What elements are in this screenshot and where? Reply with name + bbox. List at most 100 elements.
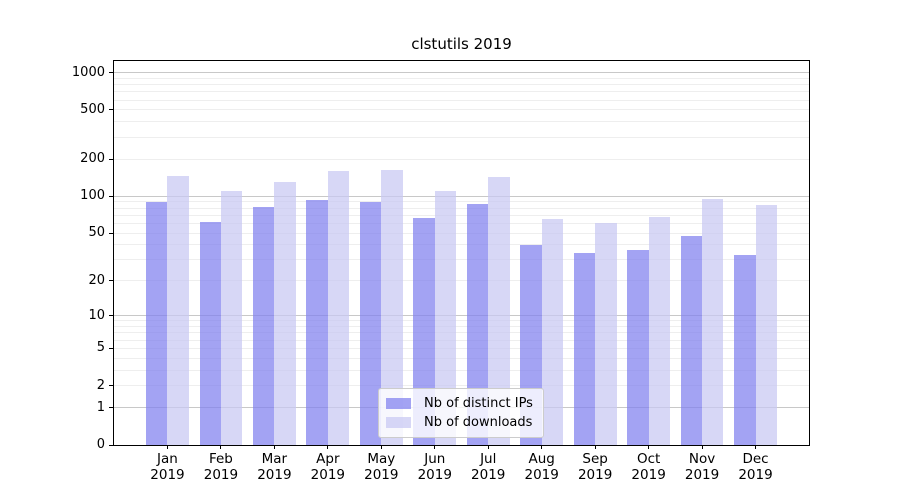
x-tick-label: Jan 2019	[137, 451, 197, 483]
y-tick-label: 1000	[71, 64, 105, 80]
x-tick-mark	[487, 445, 489, 449]
y-tick-mark	[109, 385, 113, 387]
minor-gridline	[114, 136, 809, 138]
x-tick-mark	[327, 445, 329, 449]
x-tick-year: 2019	[684, 467, 720, 483]
x-tick-mark	[648, 445, 650, 449]
minor-gridline	[114, 232, 809, 234]
minor-gridline	[114, 201, 809, 203]
y-tick-mark	[109, 444, 113, 446]
y-tick-mark	[109, 232, 113, 234]
minor-gridline	[114, 339, 809, 341]
bar-downloads-jul	[488, 177, 510, 445]
x-tick-label: Nov 2019	[672, 451, 732, 483]
bar-downloads-may	[381, 170, 403, 445]
minor-gridline	[114, 320, 809, 322]
bar-distinct-ips-sep	[573, 253, 596, 445]
x-tick-mark	[755, 445, 757, 449]
bar-distinct-ips-mar	[253, 206, 275, 445]
minor-gridline	[114, 385, 809, 387]
y-tick-mark	[109, 195, 113, 197]
y-tick-label: 100	[80, 188, 105, 204]
x-tick-label: Dec 2019	[726, 451, 786, 483]
x-tick-mark	[541, 445, 543, 449]
y-tick-label: 0	[96, 437, 105, 452]
legend-label-downloads: Nb of downloads	[424, 415, 533, 430]
bar-distinct-ips-apr	[306, 199, 328, 445]
minor-gridline	[114, 84, 809, 86]
bar-distinct-ips-oct	[627, 250, 649, 445]
y-tick-mark	[109, 315, 113, 317]
legend-swatch-distinct-ips	[386, 398, 411, 409]
x-tick-year: 2019	[417, 467, 452, 483]
y-tick-label: 2	[96, 377, 105, 393]
y-tick-mark	[109, 109, 113, 111]
minor-gridline	[114, 207, 809, 209]
minor-gridline	[114, 158, 809, 160]
legend-entry-downloads: Nb of downloads	[386, 413, 535, 432]
x-tick-year: 2019	[631, 467, 666, 483]
bar-downloads-aug	[541, 219, 564, 445]
y-tick-label: 200	[80, 151, 105, 167]
x-tick-label: Mar 2019	[244, 451, 304, 483]
x-tick-label: Feb 2019	[191, 451, 251, 483]
bar-downloads-dec	[755, 204, 777, 445]
minor-gridline	[114, 326, 809, 328]
bar-downloads-feb	[220, 190, 243, 445]
x-tick-mark	[273, 445, 275, 449]
bar-downloads-apr	[327, 171, 350, 445]
minor-gridline	[114, 357, 809, 359]
y-tick-mark	[109, 280, 113, 282]
major-gridline	[114, 72, 809, 74]
x-tick-year: 2019	[310, 467, 346, 483]
x-tick-year: 2019	[524, 467, 559, 483]
x-tick-mark	[594, 445, 596, 449]
y-tick-label: 50	[88, 225, 105, 241]
bar-distinct-ips-dec	[734, 254, 756, 445]
legend-swatch-downloads	[386, 417, 411, 428]
x-tick-label: Apr 2019	[298, 451, 358, 483]
bar-distinct-ips-jul	[466, 203, 489, 445]
legend: Nb of distinct IPs Nb of downloads	[378, 388, 544, 438]
bar-downloads-jan	[167, 175, 189, 445]
y-tick-mark	[109, 158, 113, 160]
y-tick-label: 1	[96, 399, 105, 415]
x-tick-year: 2019	[257, 467, 292, 483]
minor-gridline	[114, 259, 809, 261]
minor-gridline	[114, 121, 809, 123]
y-tick-mark	[109, 407, 113, 409]
x-tick-year: 2019	[471, 467, 506, 483]
y-tick-label: 20	[88, 272, 105, 288]
minor-gridline	[114, 99, 809, 101]
minor-gridline	[114, 369, 809, 371]
y-tick-mark	[109, 72, 113, 74]
bar-distinct-ips-jan	[146, 202, 168, 445]
x-tick-mark	[220, 445, 222, 449]
x-tick-year: 2019	[577, 467, 613, 483]
x-tick-label: Jun 2019	[405, 451, 465, 483]
legend-entry-distinct-ips: Nb of distinct IPs	[386, 394, 535, 413]
x-tick-mark	[434, 445, 436, 449]
legend-label-distinct-ips: Nb of distinct IPs	[424, 396, 533, 411]
x-tick-year: 2019	[364, 467, 399, 483]
x-tick-mark	[701, 445, 703, 449]
y-tick-label: 500	[80, 101, 105, 117]
minor-gridline	[114, 91, 809, 93]
bar-downloads-oct	[648, 216, 670, 445]
y-tick-label: 10	[88, 307, 105, 323]
minor-gridline	[114, 347, 809, 349]
x-tick-label: Sep 2019	[565, 451, 625, 483]
x-tick-label: Jul 2019	[458, 451, 518, 483]
x-tick-label: May 2019	[351, 451, 411, 483]
major-gridline	[114, 195, 809, 197]
y-tick-mark	[109, 347, 113, 349]
bar-distinct-ips-nov	[680, 236, 703, 445]
minor-gridline	[114, 77, 809, 79]
major-gridline	[114, 315, 809, 317]
x-tick-mark	[166, 445, 168, 449]
x-tick-year: 2019	[150, 467, 185, 483]
y-tick-label: 5	[96, 340, 105, 356]
minor-gridline	[114, 332, 809, 334]
bar-distinct-ips-feb	[199, 221, 221, 445]
